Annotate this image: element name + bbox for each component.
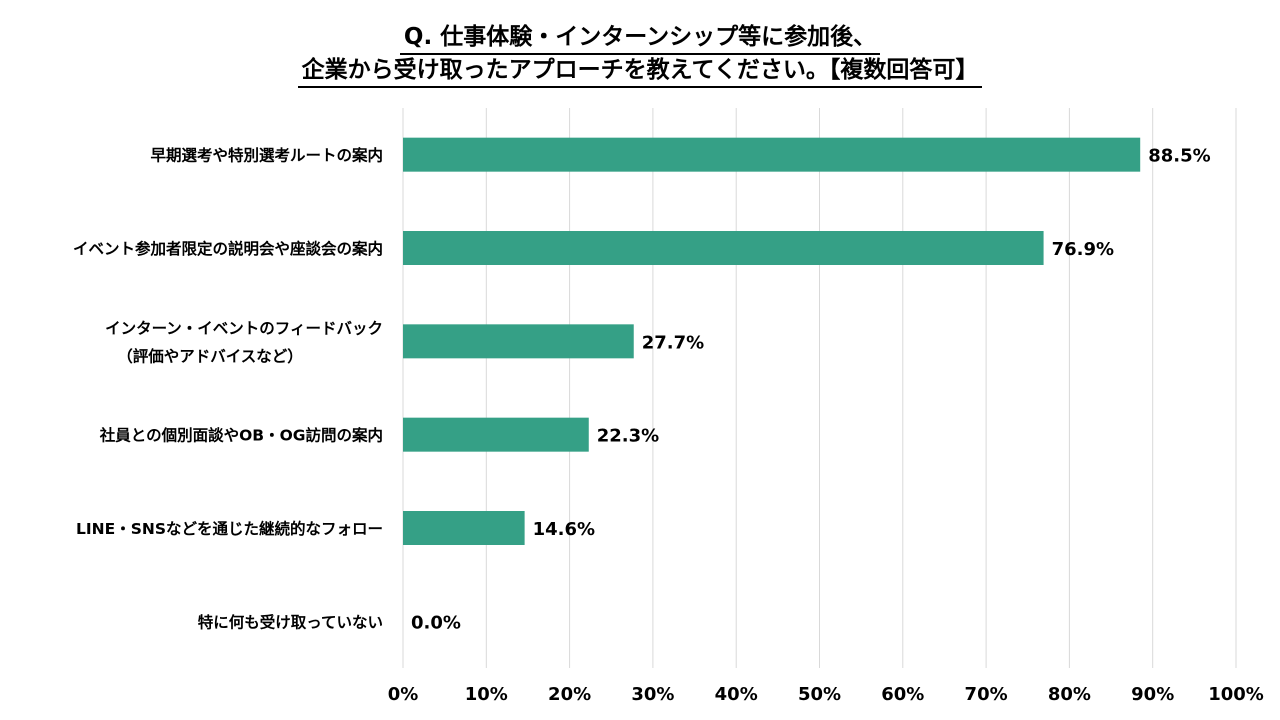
category-label: インターン・イベントのフィードバック (105, 319, 383, 337)
data-label: 14.6% (533, 519, 595, 540)
x-tick-label: 30% (631, 684, 674, 705)
bar (403, 417, 589, 452)
category-label: （評価やアドバイスなど） (117, 346, 303, 365)
x-tick-label: 60% (881, 684, 924, 705)
category-label: 早期選考や特別選考ルートの案内 (150, 146, 383, 165)
bar (403, 511, 525, 545)
bar (403, 324, 634, 359)
data-label: 76.9% (1052, 239, 1114, 260)
x-tick-label: 90% (1131, 684, 1174, 705)
chart-title-line-1: Q. 仕事体験・インターンシップ等に参加後、 (399, 22, 881, 55)
data-label: 22.3% (597, 426, 659, 447)
chart-title: Q. 仕事体験・インターンシップ等に参加後、 企業から受け取ったアプローチを教え… (0, 22, 1280, 88)
x-tick-label: 10% (465, 684, 508, 705)
category-label: 特に何も受け取っていない (198, 612, 383, 631)
bar (403, 137, 1141, 172)
x-tick-label: 100% (1208, 684, 1264, 705)
chart-title-line-2: 企業から受け取ったアプローチを教えてください。【複数回答可】 (297, 55, 983, 88)
data-label: 88.5% (1148, 146, 1210, 167)
x-tick-label: 0% (388, 684, 419, 705)
category-label: イベント参加者限定の説明会や座談会の案内 (73, 239, 383, 258)
data-label: 27.7% (642, 332, 704, 353)
bar (403, 231, 1044, 265)
category-label: 社員との個別面談やOB・OG訪問の案内 (99, 426, 383, 445)
x-tick-label: 80% (1048, 684, 1091, 705)
x-tick-label: 20% (548, 684, 591, 705)
x-tick-label: 70% (965, 684, 1008, 705)
category-label: LINE・SNSなどを通じた継続的なフォロー (76, 519, 383, 538)
data-label: 0.0% (411, 612, 461, 633)
x-tick-label: 50% (798, 684, 841, 705)
x-tick-label: 40% (715, 684, 758, 705)
